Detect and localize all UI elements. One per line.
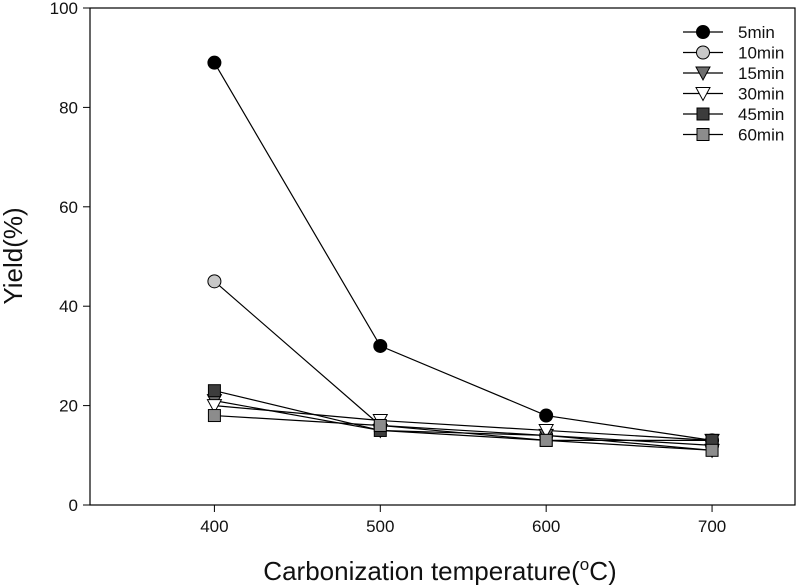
data-point-5min <box>539 408 554 423</box>
series-line-45min <box>214 390 713 441</box>
legend-label: 30min <box>738 85 784 104</box>
series-line-30min <box>214 405 713 441</box>
y-tick-label: 0 <box>69 496 78 515</box>
axis-ticks: 400 500 600 700 0 20 40 60 80 100 <box>50 0 727 536</box>
y-tick-label: 100 <box>50 0 78 18</box>
data-point-30min <box>206 399 223 414</box>
data-point-45min <box>207 384 221 398</box>
x-tick-label: 600 <box>532 517 560 536</box>
x-axis-title: Carbonization temperature(oC) <box>263 555 616 585</box>
legend-label: 5min <box>738 23 775 42</box>
legend-label: 10min <box>738 44 784 63</box>
x-tick-label: 400 <box>200 517 228 536</box>
data-point-5min <box>373 338 388 353</box>
y-tick-label: 80 <box>59 98 78 117</box>
y-axis-title: Yield(%) <box>0 207 28 304</box>
legend-marker-60min <box>696 128 710 141</box>
x-tick-label: 500 <box>366 517 394 536</box>
data-point-60min <box>705 443 719 457</box>
data-point-10min <box>207 274 222 289</box>
y-tick-label: 20 <box>59 397 78 416</box>
series-markers <box>206 55 720 459</box>
data-point-60min <box>207 409 221 423</box>
data-point-60min <box>373 418 387 432</box>
x-axis-title-superscript: o <box>580 555 589 574</box>
legend-marker-30min <box>695 87 711 102</box>
plot-frame <box>89 7 796 506</box>
series-line-60min <box>214 414 713 451</box>
legend-marker-10min <box>696 45 710 60</box>
data-point-60min <box>539 433 553 447</box>
data-point-30min <box>538 423 555 439</box>
data-point-5min <box>207 55 222 70</box>
legend-label: 15min <box>738 64 784 83</box>
series-line-10min <box>214 280 713 446</box>
y-tick-label: 40 <box>59 297 78 316</box>
legend-label: 45min <box>738 105 784 124</box>
legend-marker-15min <box>695 66 711 82</box>
legend-label: 60min <box>738 126 784 145</box>
series-line-5min <box>213 62 713 441</box>
x-tick-label: 700 <box>698 517 726 536</box>
series-lines <box>213 62 713 451</box>
y-tick-label: 60 <box>59 198 78 217</box>
legend-marker-45min <box>696 107 710 121</box>
legend-marker-5min <box>696 25 710 39</box>
